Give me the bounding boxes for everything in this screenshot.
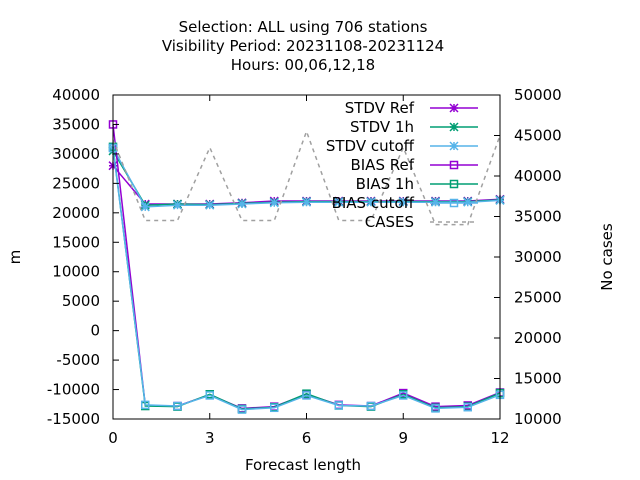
series-bias-cutoff: [108, 143, 505, 414]
data-point: [366, 197, 376, 207]
legend-label: STDV 1h: [350, 118, 414, 136]
legend-marker: [449, 103, 459, 113]
legend-marker: [449, 160, 459, 170]
chart-title: Selection: ALL using 706 stationsVisibil…: [162, 18, 444, 74]
data-point: [463, 402, 472, 412]
plot-frame: [112, 94, 501, 420]
data-point: [302, 391, 311, 400]
data-point: [301, 197, 312, 207]
title-line: Hours: 00,06,12,18: [231, 56, 375, 74]
y-tick-label: -10000: [47, 381, 100, 399]
y-tick-label: 10000: [52, 263, 100, 281]
y-axis: -15000 -10000 -5000 0 5000 10000 15000 20000 250…: [47, 86, 119, 428]
legend-marker: [449, 122, 459, 132]
x-tick-label: 6: [302, 429, 312, 447]
legend-marker: [449, 179, 459, 189]
data-point: [366, 401, 376, 411]
data-point: [463, 197, 473, 207]
x-axis: 0 3 6 9 12: [108, 95, 510, 447]
y2-axis-label: No cases: [598, 223, 616, 291]
y-tick-label: -5000: [56, 351, 100, 369]
x-tick-label: 12: [490, 429, 509, 447]
legend-label: STDV Ref: [345, 99, 415, 117]
x-axis-label: Forecast length: [245, 456, 361, 474]
y-tick-label: 0: [90, 322, 100, 340]
data-point: [140, 202, 150, 212]
data-point: [399, 391, 408, 400]
data-point: [334, 401, 343, 410]
y2-tick-label: 45000: [514, 127, 562, 145]
data-point: [205, 391, 214, 400]
data-point: [237, 199, 247, 209]
x-tick-label: 3: [205, 429, 215, 447]
y-tick-label: 30000: [52, 145, 100, 163]
y2-tick-label: 20000: [514, 329, 562, 347]
y-tick-label: 35000: [52, 115, 100, 133]
data-point: [172, 200, 183, 210]
x-tick-label: 0: [108, 429, 118, 447]
data-point: [141, 400, 150, 410]
y2-tick-label: 40000: [514, 167, 562, 185]
y-axis-label: m: [6, 250, 24, 265]
y2-tick-label: 10000: [514, 410, 562, 428]
y-tick-label: -15000: [47, 410, 100, 428]
series-line: [112, 147, 501, 411]
data-point: [269, 198, 279, 208]
y2-axis: 10000 15000 20000 25000 30000 35000 40000 45000…: [494, 86, 562, 428]
y2-tick-label: 15000: [514, 370, 562, 388]
data-point: [270, 403, 279, 413]
y2-tick-label: 30000: [514, 248, 562, 266]
title-line: Selection: ALL using 706 stations: [179, 18, 428, 36]
data-point: [431, 404, 440, 413]
y-tick-label: 40000: [52, 86, 100, 104]
legend-marker: [449, 141, 459, 151]
data-point: [237, 405, 247, 414]
y-tick-label: 20000: [52, 204, 100, 222]
legend-label: BIAS 1h: [356, 175, 414, 193]
legend-label: BIAS Ref: [350, 156, 414, 174]
y2-tick-label: 50000: [514, 86, 562, 104]
legend-label: STDV cutoff: [326, 137, 415, 155]
series-line: [112, 124, 501, 410]
legend-label: BIAS cutoff: [332, 194, 415, 212]
y-tick-label: 5000: [62, 292, 100, 310]
legend-label: CASES: [365, 213, 414, 231]
legend-marker: [449, 198, 459, 208]
data-point: [205, 200, 215, 210]
data-point: [398, 197, 408, 207]
y2-tick-label: 25000: [514, 289, 562, 307]
title-line: Visibility Period: 20231108-20231124: [162, 37, 444, 55]
data-point: [334, 197, 344, 207]
y-tick-label: 15000: [52, 233, 100, 251]
data-point: [430, 197, 441, 207]
y-tick-label: 25000: [52, 174, 100, 192]
data-point: [173, 401, 182, 411]
y2-tick-label: 35000: [514, 208, 562, 226]
x-tick-label: 9: [398, 429, 408, 447]
series-line: [112, 146, 501, 410]
